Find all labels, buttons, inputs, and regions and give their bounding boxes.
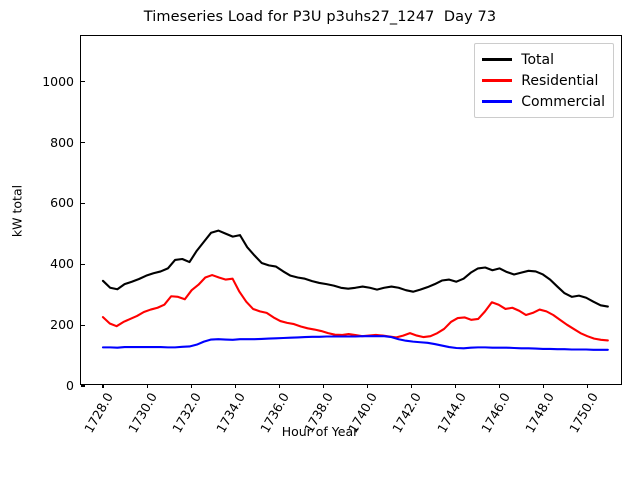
legend-item-total[interactable]: Total bbox=[482, 49, 605, 70]
plot-lines bbox=[81, 36, 621, 384]
y-tick-label: 800 bbox=[50, 134, 74, 150]
x-tick-mark bbox=[278, 384, 280, 388]
series-line-residential bbox=[103, 275, 608, 340]
series-line-commercial bbox=[103, 336, 608, 350]
chart-title: Timeseries Load for P3U p3uhs27_1247 Day… bbox=[143, 9, 497, 25]
y-tick-label: 1000 bbox=[42, 73, 74, 89]
y-tick-mark bbox=[81, 81, 85, 83]
legend-color-swatch bbox=[482, 58, 513, 61]
x-tick-mark bbox=[499, 384, 501, 388]
series-line-total bbox=[103, 231, 608, 307]
plot-area: 0 200 400 600 800 1000 1728.0 1730.0 1732.0 1734… bbox=[10, 35, 622, 435]
x-axis-label: Hour of Year bbox=[281, 424, 359, 439]
y-tick-mark bbox=[81, 141, 85, 144]
x-tick-mark bbox=[587, 384, 589, 388]
y-tick-label: 0 bbox=[66, 378, 74, 393]
x-tick-mark bbox=[454, 384, 457, 388]
y-tick-label: 200 bbox=[50, 317, 74, 333]
y-tick-mark bbox=[81, 385, 85, 387]
y-axis-label: kW total bbox=[9, 184, 25, 238]
y-tick-mark bbox=[81, 202, 85, 204]
y-tick-label: 600 bbox=[50, 195, 74, 211]
legend: Total Residential Commercial bbox=[474, 43, 614, 118]
legend-label: Residential bbox=[521, 72, 599, 89]
x-tick-mark bbox=[234, 384, 236, 388]
y-tick-mark bbox=[81, 263, 85, 265]
x-tick-mark bbox=[543, 384, 545, 388]
x-tick-mark bbox=[410, 384, 413, 388]
y-tick-mark bbox=[81, 324, 85, 326]
legend-item-commercial[interactable]: Commercial bbox=[482, 91, 605, 112]
x-tick-mark bbox=[322, 384, 324, 388]
legend-item-residential[interactable]: Residential bbox=[482, 70, 605, 91]
x-tick-mark bbox=[102, 384, 104, 388]
x-tick-mark bbox=[190, 384, 192, 388]
legend-label: Commercial bbox=[521, 93, 605, 110]
legend-color-swatch bbox=[482, 79, 513, 82]
legend-color-swatch bbox=[482, 100, 513, 103]
x-tick-mark bbox=[366, 384, 369, 388]
x-tick-mark bbox=[146, 384, 148, 388]
y-tick-label: 400 bbox=[50, 256, 74, 272]
legend-label: Total bbox=[521, 51, 554, 68]
